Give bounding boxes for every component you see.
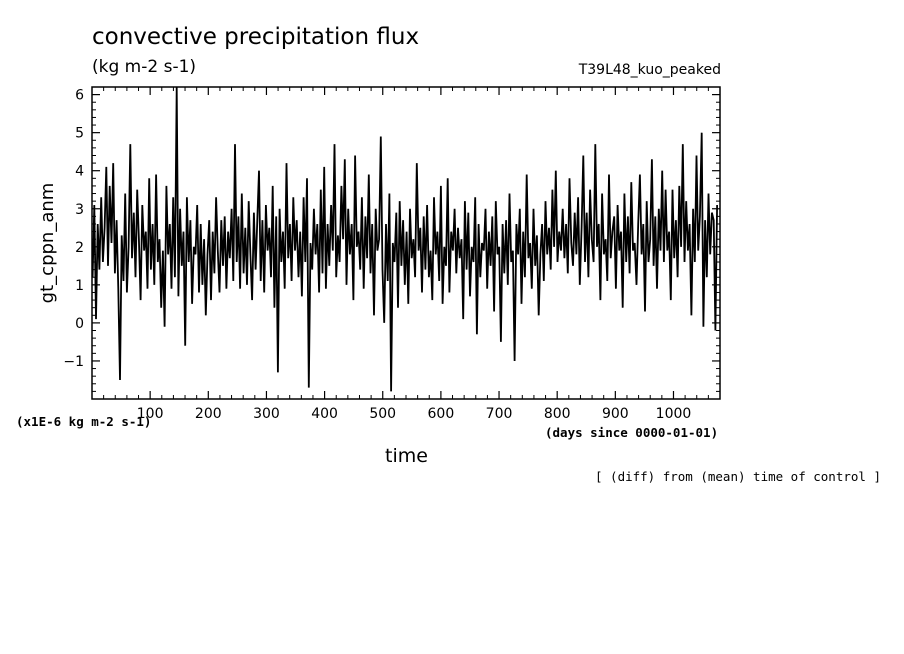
x-tick-label: 900 <box>602 406 629 422</box>
y-tick-label: 6 <box>75 88 84 104</box>
series-line-1 <box>91 86 718 392</box>
axis-layer: 100 200 300 400 500 600 700 800 900 1000 −1 0 1 2 3 4 5 6 <box>63 86 720 422</box>
y-axis-label: gt_cppn_anm <box>37 183 58 304</box>
x-tick-label: 600 <box>428 406 455 422</box>
series-layer <box>91 86 718 392</box>
y-tick-label: 2 <box>75 240 84 256</box>
y-tick-label: 4 <box>75 164 84 180</box>
x-tick-label: 500 <box>369 406 396 422</box>
x-tick-label: 400 <box>311 406 338 422</box>
x-units-note: (days since 0000-01-01) <box>545 425 719 440</box>
x-tick-label: 200 <box>195 406 222 422</box>
x-tick-label: 1000 <box>656 406 692 422</box>
y-scale-note: (x1E-6 kg m-2 s-1) <box>16 414 152 429</box>
x-axis-label: time <box>385 445 428 467</box>
x-tick-label: 700 <box>486 406 513 422</box>
y-tick-label: −1 <box>63 354 84 370</box>
y-tick-label: 1 <box>75 278 84 294</box>
footnote: [ (diff) from (mean) time of control ] <box>595 469 881 484</box>
y-tick-label: 0 <box>75 316 84 332</box>
x-tick-label: 800 <box>544 406 571 422</box>
chart-title: convective precipitation flux <box>92 24 420 50</box>
x-tick-label: 300 <box>253 406 280 422</box>
y-tick-label: 3 <box>75 202 84 218</box>
x-tick-label: 100 <box>137 406 164 422</box>
y-tick-label: 5 <box>75 126 84 142</box>
run-label: T39L48_kuo_peaked <box>578 62 721 78</box>
chart-subtitle: (kg m-2 s-1) <box>92 57 197 77</box>
